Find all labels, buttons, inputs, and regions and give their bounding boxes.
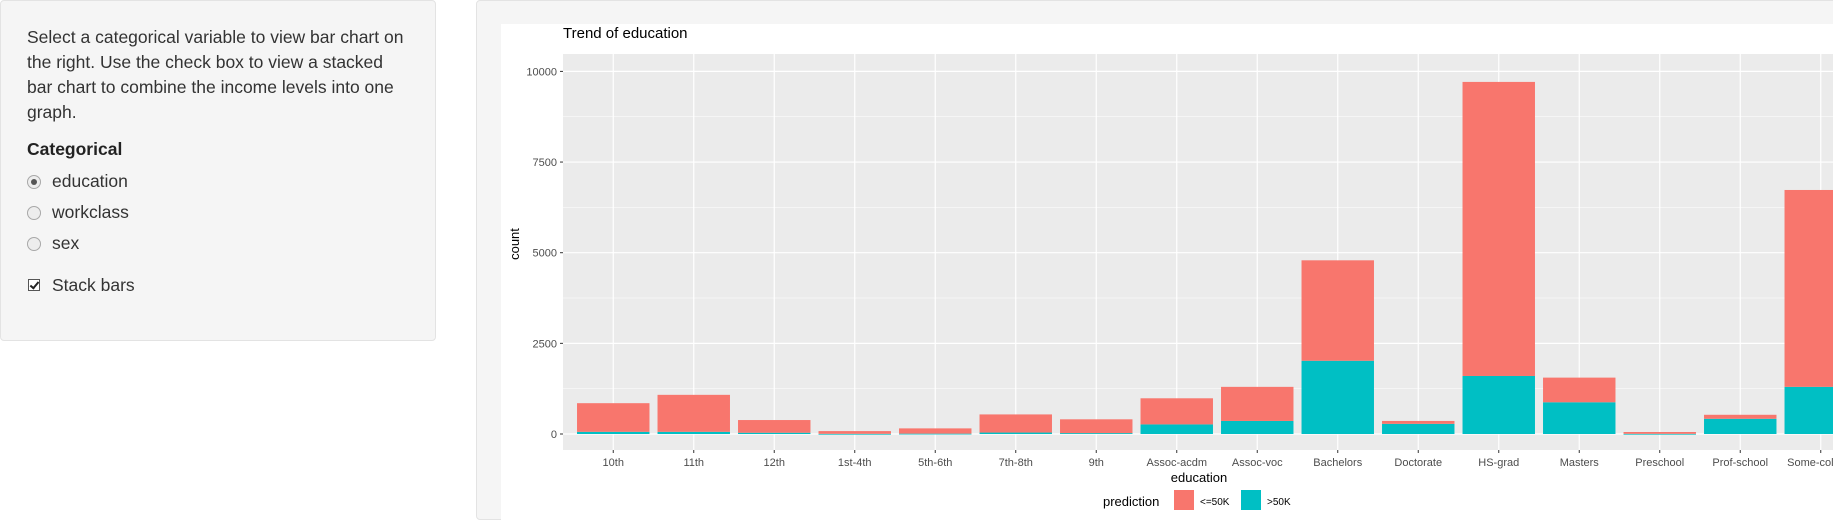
bar-segment	[818, 431, 891, 434]
bar-segment	[1301, 360, 1374, 434]
x-tick-label: Assoc-acdm	[1146, 457, 1207, 469]
x-tick-label: 12th	[764, 457, 785, 469]
bar-segment	[1704, 418, 1777, 434]
chart-title: Trend of education	[563, 25, 688, 42]
bar-segment	[1140, 424, 1213, 434]
bar-segment	[657, 394, 730, 432]
x-tick-label: 9th	[1089, 457, 1104, 469]
radio-label-workclass[interactable]: workclass	[52, 202, 129, 222]
legend-key	[1241, 490, 1261, 510]
x-tick-label: Assoc-voc	[1232, 457, 1283, 469]
y-tick-label: 7500	[533, 157, 557, 169]
bar-segment	[899, 433, 972, 435]
x-tick-label: Doctorate	[1394, 457, 1442, 469]
y-axis-title: count	[507, 228, 522, 260]
bar-segment	[899, 428, 972, 434]
bar-segment	[1221, 386, 1294, 421]
radio-option-education[interactable]: education	[27, 166, 409, 197]
bar-segment	[979, 414, 1052, 433]
bar-segment	[1784, 189, 1833, 387]
bar-segment	[979, 432, 1052, 434]
bar-segment	[818, 433, 891, 435]
bar-segment	[1382, 420, 1455, 424]
x-axis-title: education	[1171, 470, 1227, 485]
x-tick-label: 1st-4th	[838, 457, 872, 469]
x-axis: 10th 11th 12th 1st-4th 5th-6th 7th-8th 9th Asso…	[603, 450, 1833, 469]
x-tick-label: 10th	[603, 457, 624, 469]
plot-panel	[563, 54, 1833, 450]
legend: prediction <=50K >50K	[1103, 490, 1291, 510]
legend-label: <=50K	[1200, 497, 1230, 508]
y-tick-label: 10000	[526, 66, 557, 78]
y-tick-label: 5000	[533, 248, 557, 260]
legend-key	[1174, 490, 1194, 510]
bars	[577, 81, 1833, 435]
radio-button-sex[interactable]	[27, 236, 41, 251]
radio-button-education[interactable]	[27, 174, 41, 189]
bar-segment	[1543, 377, 1616, 403]
bar-segment	[1382, 423, 1455, 434]
x-tick-label: Some-college	[1787, 457, 1833, 469]
y-tick-label: 0	[551, 429, 557, 441]
categorical-radio-group: education workclass sex	[27, 166, 409, 259]
bar-segment	[1221, 420, 1294, 434]
bar-segment	[1623, 432, 1696, 434]
bar-segment	[1060, 419, 1133, 434]
bar-segment	[738, 420, 811, 433]
bar-segment	[1543, 402, 1616, 434]
stack-bars-checkbox[interactable]	[28, 279, 40, 291]
bar-segment	[1462, 81, 1535, 376]
bar-segment	[1140, 398, 1213, 425]
x-tick-label: 11th	[683, 457, 704, 469]
x-tick-label: Preschool	[1635, 457, 1684, 469]
radio-label-sex[interactable]: sex	[52, 233, 80, 253]
help-text: Select a categorical variable to view ba…	[27, 27, 404, 122]
bar-segment	[1623, 433, 1696, 435]
y-axis: 0 2500 5000 7500 10000	[526, 66, 563, 441]
stack-bars-label[interactable]: Stack bars	[52, 274, 135, 295]
bar-segment	[738, 432, 811, 434]
bar-segment	[577, 403, 650, 432]
x-tick-label: Prof-school	[1712, 457, 1768, 469]
categorical-label: Categorical	[27, 139, 123, 159]
bar-segment	[657, 431, 730, 434]
radio-label-education[interactable]: education	[52, 171, 128, 191]
legend-label: >50K	[1267, 497, 1291, 508]
x-tick-label: HS-grad	[1478, 457, 1519, 469]
x-tick-label: 5th-6th	[918, 457, 952, 469]
x-tick-label: Masters	[1560, 457, 1600, 469]
y-tick-label: 2500	[533, 338, 557, 350]
bar-segment	[1301, 260, 1374, 361]
bar-segment	[1462, 375, 1535, 434]
sidebar-panel: Select a categorical variable to view ba…	[0, 0, 436, 341]
plot-area: Trend of education 0 2500 5000 7500 10000 10…	[501, 24, 1833, 524]
legend-title: prediction	[1103, 494, 1159, 509]
bar-segment	[1060, 433, 1133, 434]
bar-segment	[1704, 414, 1777, 419]
stack-bars-checkbox-row[interactable]: Stack bars	[27, 272, 409, 298]
radio-option-sex[interactable]: sex	[27, 228, 409, 259]
bar-chart: Trend of education 0 2500 5000 7500 10000 10…	[507, 25, 1833, 510]
radio-option-workclass[interactable]: workclass	[27, 197, 409, 228]
bar-segment	[1784, 386, 1833, 434]
bar-segment	[577, 431, 650, 434]
x-tick-label: Bachelors	[1313, 457, 1362, 469]
x-tick-label: 7th-8th	[999, 457, 1033, 469]
radio-button-workclass[interactable]	[27, 205, 41, 220]
